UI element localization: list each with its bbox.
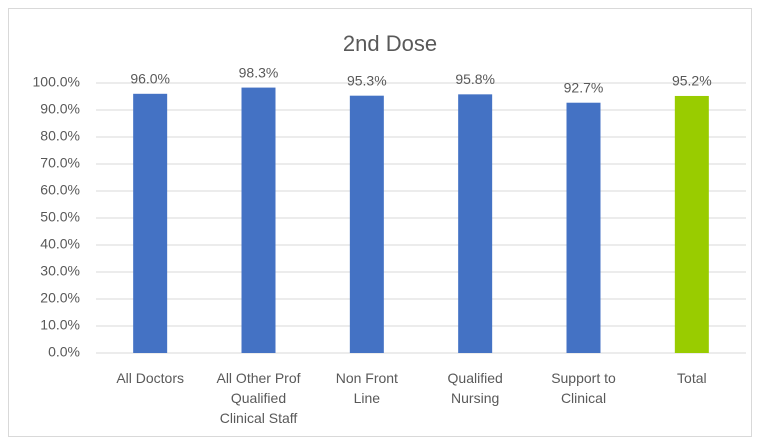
value-label: 95.8% [455, 71, 495, 87]
chart-title: 2nd Dose [343, 31, 437, 56]
y-tick-label: 60.0% [40, 182, 80, 198]
x-tick-label: Total [677, 370, 707, 386]
y-tick-label: 30.0% [40, 263, 80, 279]
value-label: 92.7% [564, 79, 604, 95]
x-tick-label: Non Front Line [335, 370, 398, 406]
y-tick-label: 50.0% [40, 209, 80, 225]
y-tick-label: 10.0% [40, 317, 80, 333]
bar [133, 93, 168, 354]
y-tick-label: 70.0% [40, 155, 80, 171]
x-tick-label: Support to Clinical [551, 370, 616, 406]
x-tick-label: All Doctors [116, 370, 184, 386]
value-label: 98.3% [239, 64, 279, 80]
value-label: 96.0% [130, 71, 170, 87]
x-tick-label: Qualified Nursing [447, 370, 503, 406]
y-tick-label: 40.0% [40, 236, 80, 252]
y-tick-label: 80.0% [40, 128, 80, 144]
bar [674, 95, 709, 354]
value-label: 95.2% [672, 73, 712, 89]
y-tick-label: 0.0% [48, 344, 80, 360]
x-tick-label: All Other Prof Qualified Clinical Staff [216, 370, 301, 426]
bar [241, 87, 276, 353]
bar [349, 95, 384, 353]
y-tick-label: 90.0% [40, 101, 80, 117]
bar [566, 102, 601, 354]
value-label: 95.3% [347, 72, 387, 88]
y-tick-label: 20.0% [40, 290, 80, 306]
bar [458, 94, 493, 353]
y-tick-label: 100.0% [33, 74, 80, 90]
